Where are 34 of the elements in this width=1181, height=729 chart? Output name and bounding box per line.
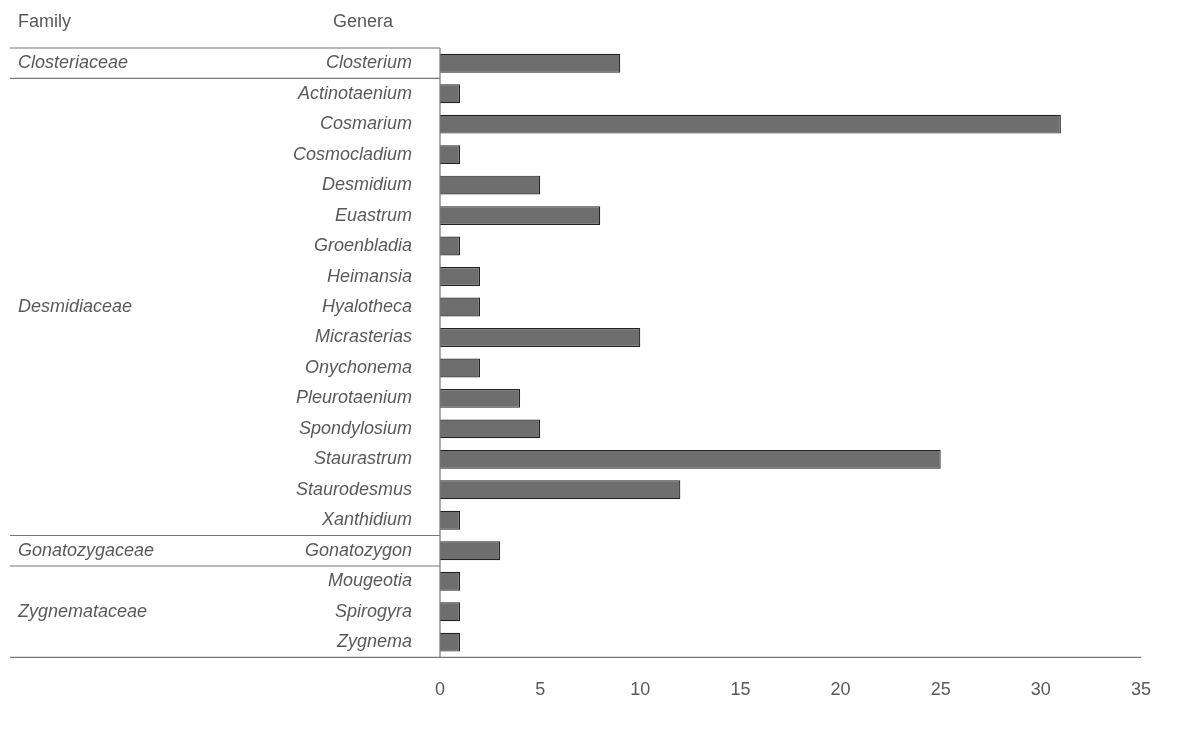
y-tick-label: Euastrum — [334, 204, 412, 225]
y-tick-label: Micrasterias — [314, 326, 412, 347]
y-tick-label: Desmidium — [321, 174, 412, 195]
y-axis-title: Genera — [333, 10, 395, 31]
y-tick-label: Heimansia — [326, 265, 412, 286]
text: Gonatozygaceae — [18, 539, 155, 560]
y-tick-label: Cosmarium — [319, 113, 412, 134]
y-tick-label: Mougeotia — [327, 570, 412, 591]
x-tick-label: 10 — [630, 679, 651, 700]
x-tick-label: 5 — [535, 679, 546, 700]
y-tick-label: Staurodesmus — [295, 478, 412, 499]
y-tick-label: Groenbladia — [313, 235, 412, 256]
y-tick-label: Closterium — [325, 52, 412, 73]
y-tick-label: Spondylosium — [298, 417, 413, 438]
text: Desmidiaceae — [18, 295, 133, 316]
text: Closteriaceae — [18, 52, 129, 73]
x-tick-label: 25 — [930, 679, 951, 700]
y-tick-label: Onychonema — [304, 356, 412, 377]
y-tick-label: Hyalotheca — [321, 295, 412, 316]
text: Zygnemataceae — [17, 600, 148, 621]
x-tick-label: 15 — [730, 679, 751, 700]
y-tick-label: Cosmocladium — [292, 143, 412, 164]
y-tick-label: Zygnema — [335, 631, 412, 652]
y-tick-label: Spirogyra — [334, 600, 412, 621]
y-tick-label: Staurastrum — [313, 448, 412, 469]
y-tick-label: Pleurotaenium — [295, 387, 412, 408]
x-tick-label: 30 — [1030, 679, 1051, 700]
y-tick-label: Gonatozygon — [304, 539, 412, 560]
y-tick-label: Actinotaenium — [296, 82, 412, 103]
x-tick-label: 35 — [1130, 679, 1151, 700]
x-tick-label: 0 — [434, 679, 446, 700]
x-tick-label: 20 — [830, 679, 851, 700]
text: Family — [18, 10, 71, 31]
y-tick-label: Xanthidium — [320, 509, 412, 530]
